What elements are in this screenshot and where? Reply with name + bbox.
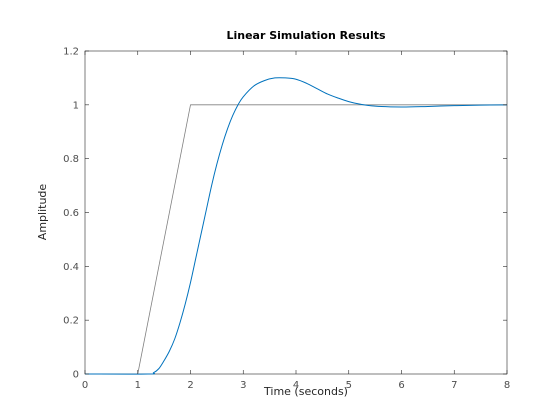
plot-area-box bbox=[84, 50, 508, 375]
series-line-response bbox=[84, 77, 508, 375]
y-tick-label: 1.2 bbox=[63, 47, 79, 58]
x-axis-title: Time (seconds) bbox=[263, 385, 348, 398]
x-tick-label: 1 bbox=[135, 380, 141, 391]
x-tick-label: 5 bbox=[346, 380, 352, 391]
y-tick-label: 0.4 bbox=[63, 262, 79, 273]
x-tick-label: 3 bbox=[240, 380, 246, 391]
y-tick-label: 0.2 bbox=[63, 316, 79, 327]
series-layer bbox=[84, 77, 508, 375]
ticks-layer: 0 1 2 3 4 5 6 7 8 0 0.2 0.4 0.6 0.8 1 1.2 bbox=[63, 47, 510, 392]
chart-title: Linear Simulation Results bbox=[226, 29, 386, 42]
x-tick-label: 2 bbox=[187, 380, 193, 391]
x-tick-label: 6 bbox=[398, 380, 404, 391]
labels-layer: Linear Simulation Results Time (seconds)… bbox=[36, 29, 386, 398]
y-tick-label: 0.6 bbox=[63, 208, 79, 219]
y-axis-title: Amplitude bbox=[36, 184, 49, 241]
x-tick-label: 8 bbox=[504, 380, 510, 391]
x-tick-label: 4 bbox=[293, 380, 299, 391]
y-tick-label: 0 bbox=[73, 370, 79, 381]
axes-layer bbox=[84, 50, 508, 375]
y-tick-label: 0.8 bbox=[63, 154, 79, 165]
x-tick-label: 7 bbox=[451, 380, 457, 391]
y-tick-label: 1 bbox=[73, 100, 79, 111]
x-tick-label: 0 bbox=[82, 380, 88, 391]
